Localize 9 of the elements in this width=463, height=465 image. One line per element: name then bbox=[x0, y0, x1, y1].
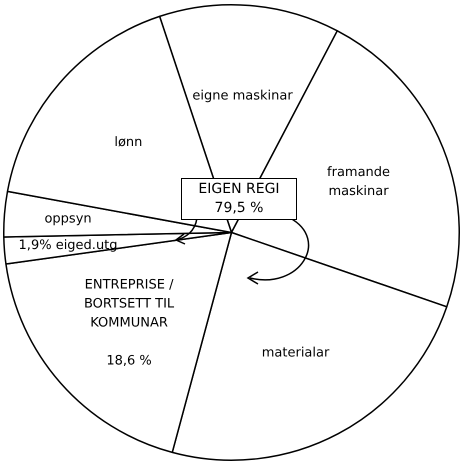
slice-label: framande maskinar bbox=[327, 164, 390, 199]
slice-label: lønn bbox=[114, 135, 142, 150]
text: EIGEN REGI 79,5 % bbox=[181, 178, 297, 220]
slice-label: eigne maskinar bbox=[192, 88, 294, 104]
data-label: 18,6 % bbox=[106, 353, 152, 368]
slice-label: materialar bbox=[262, 346, 330, 361]
slice-label: oppsyn bbox=[44, 212, 92, 227]
slice-label: ENTREPRISE / BORTSETT TIL KOMMUNAR bbox=[84, 277, 175, 330]
slice-label: 1,9% eiged.utg bbox=[18, 238, 118, 253]
